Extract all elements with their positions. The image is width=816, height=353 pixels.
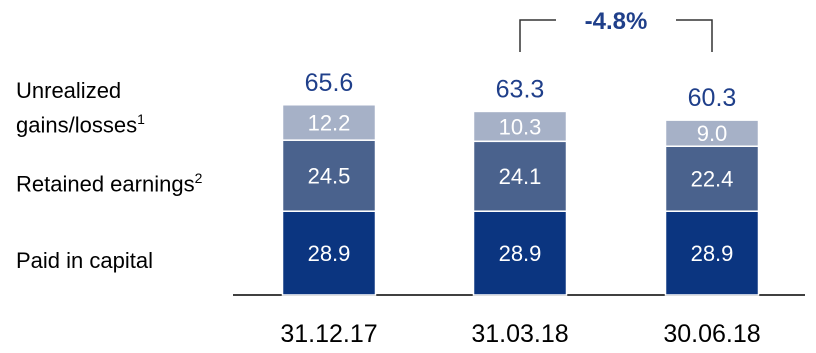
segment-label: 10.3 [499,114,542,139]
segment-label: 9.0 [697,121,728,146]
legend-unrealized-line2: gains/losses [16,112,138,138]
x-tick-label: 30.06.18 [663,320,760,348]
segment-label: 28.9 [499,241,542,266]
footnote-2: 2 [194,170,203,186]
annotation-bracket-left [519,19,556,52]
annotation-bracket-right [676,19,713,52]
total-label: 65.6 [305,69,354,97]
bar-segment [664,145,760,212]
segment-label: 22.4 [691,167,734,192]
segment-label: 28.9 [308,241,351,266]
total-label: 63.3 [496,75,545,103]
bar-segment [281,104,377,141]
legend-unrealized-line1: Unrealized [16,78,122,103]
bar-segment [472,140,568,212]
segment-label: 24.5 [308,164,351,189]
legend-unrealized: Unrealized gains/losses1 [16,77,145,139]
bar-segment [472,110,568,143]
legend-retained-text: Retained earnings [16,171,195,197]
annotation-label: -4.8% [585,8,648,35]
x-tick-label: 31.03.18 [471,320,568,348]
total-label: 60.3 [688,84,737,112]
legend-unrealized-line2-wrap: gains/losses1 [16,105,145,139]
bar-segment [664,210,760,296]
legend-retained: Retained earnings2 [16,164,202,198]
legend-paid: Paid in capital [16,247,153,275]
bar-segment [664,119,760,147]
footnote-1: 1 [137,111,145,127]
x-tick-label: 31.12.17 [280,320,377,348]
segment-label: 28.9 [691,241,734,266]
legend-paid-text: Paid in capital [16,248,153,273]
segment-label: 24.1 [499,164,542,189]
segment-label: 12.2 [308,110,351,135]
